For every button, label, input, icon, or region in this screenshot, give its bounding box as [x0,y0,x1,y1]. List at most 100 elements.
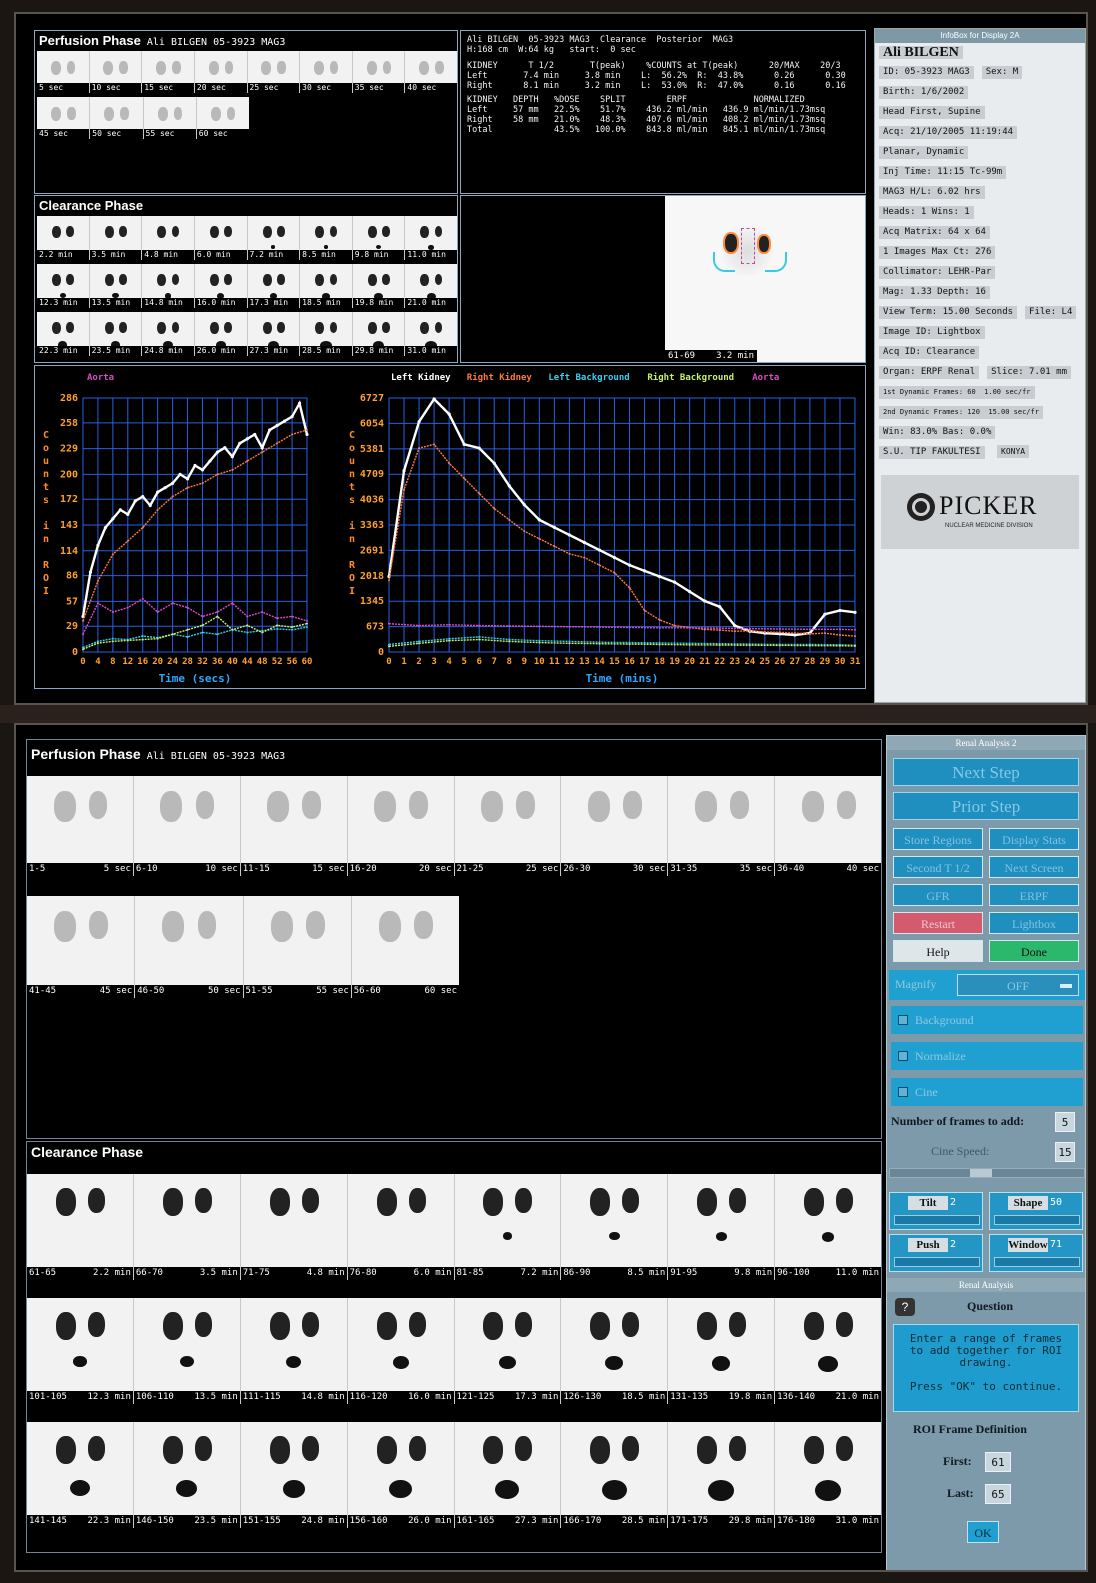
frame-thumbnail[interactable]: 141-145 22.3 min [27,1422,134,1528]
normalize-toggle[interactable]: Normalize [891,1042,1083,1070]
frame-thumbnail[interactable]: 7.2 min [247,216,301,260]
frame-thumbnail[interactable]: 21.0 min [405,264,457,308]
frame-thumbnail[interactable]: 81-85 7.2 min [454,1174,562,1280]
frame-thumbnail[interactable]: 16-20 20 sec [347,776,455,876]
frame-thumbnail[interactable]: 29.8 min [352,312,406,356]
frame-thumbnail[interactable]: 151-155 24.8 min [240,1422,348,1528]
frame-thumbnail[interactable]: 31.0 min [405,312,457,356]
push-control[interactable]: Push 2 [889,1234,983,1272]
frame-thumbnail[interactable]: 2.2 min [37,216,90,260]
frame-thumbnail[interactable]: 116-120 16.0 min [347,1298,455,1404]
restart-button[interactable]: Restart [893,912,983,934]
frame-thumbnail[interactable]: 96-100 11.0 min [775,1174,881,1280]
frame-thumbnail[interactable]: 50 sec [90,97,144,139]
erpf-button[interactable]: ERPF [989,884,1079,906]
frame-thumbnail[interactable]: 56-60 60 sec [351,896,459,998]
frame-thumbnail[interactable]: 12.3 min [37,264,90,308]
display-stats-button[interactable]: Display Stats [989,828,1079,850]
ok-button[interactable]: OK [967,1521,999,1543]
frame-thumbnail[interactable]: 8.5 min [300,216,353,260]
frame-thumbnail[interactable]: 30 sec [300,51,353,93]
frame-thumbnail[interactable]: 6.0 min [194,216,248,260]
frame-thumbnail[interactable]: 76-80 6.0 min [347,1174,455,1280]
right-background-roi[interactable] [765,252,787,272]
frame-thumbnail[interactable]: 136-140 21.0 min [775,1298,881,1404]
frame-thumbnail[interactable]: 19.8 min [352,264,406,308]
frame-thumbnail[interactable]: 60 sec [196,97,249,139]
last-frame-input[interactable]: 65 [985,1484,1011,1504]
frame-thumbnail[interactable]: 11.0 min [405,216,457,260]
right-kidney-roi[interactable] [757,234,771,254]
frame-thumbnail[interactable]: 27.3 min [247,312,301,356]
frame-thumbnail[interactable]: 40 sec [405,51,457,93]
frame-thumbnail[interactable]: 36-40 40 sec [775,776,881,876]
frame-thumbnail[interactable]: 15 sec [142,51,195,93]
frame-thumbnail[interactable]: 55 sec [143,97,197,139]
frame-thumbnail[interactable]: 156-160 26.0 min [347,1422,455,1528]
next-screen-button[interactable]: Next Screen [989,856,1079,878]
frame-thumbnail[interactable]: 51-55 55 sec [243,896,352,998]
frame-thumbnail[interactable]: 28.5 min [300,312,353,356]
frame-thumbnail[interactable]: 61-65 2.2 min [27,1174,134,1280]
frame-thumbnail[interactable]: 23.5 min [89,312,143,356]
shape-control[interactable]: Shape 50 [989,1192,1083,1230]
first-frame-input[interactable]: 61 [985,1452,1011,1472]
help-button[interactable]: Help [893,940,983,962]
tilt-control[interactable]: Tilt 2 [889,1192,983,1230]
frame-thumbnail[interactable]: 71-75 4.8 min [240,1174,348,1280]
frame-thumbnail[interactable]: 111-115 14.8 min [240,1298,348,1404]
frame-thumbnail[interactable]: 171-175 29.8 min [668,1422,776,1528]
frame-thumbnail[interactable]: 166-170 28.5 min [561,1422,669,1528]
window-control[interactable]: Window 71 [989,1234,1083,1272]
frame-thumbnail[interactable]: 45 sec [37,97,91,139]
store-regions-button[interactable]: Store Regions [893,828,983,850]
left-kidney-roi[interactable] [723,232,739,254]
next-step-button[interactable]: Next Step [893,758,1079,786]
frame-thumbnail[interactable]: 17.3 min [247,264,301,308]
done-button[interactable]: Done [989,940,1079,962]
frame-thumbnail[interactable]: 5 sec [37,51,90,93]
cine-speed-scrollbar[interactable] [889,1168,1085,1178]
frame-thumbnail[interactable]: 10 sec [89,51,143,93]
second-t-half-button[interactable]: Second T 1/2 [893,856,983,878]
frame-thumbnail[interactable]: 126-130 18.5 min [561,1298,669,1404]
lightbox-button[interactable]: Lightbox [989,912,1079,934]
left-background-roi[interactable] [713,252,735,272]
frame-thumbnail[interactable]: 6-10 10 sec [133,776,241,876]
scrollbar-thumb[interactable] [970,1169,992,1177]
frame-thumbnail[interactable]: 46-50 50 sec [135,896,244,998]
frame-thumbnail[interactable]: 26.0 min [194,312,248,356]
frame-thumbnail[interactable]: 9.8 min [352,216,406,260]
frame-thumbnail[interactable]: 22.3 min [37,312,90,356]
frame-thumbnail[interactable]: 25 sec [247,51,301,93]
background-toggle[interactable]: Background [891,1006,1083,1034]
frame-thumbnail[interactable]: 11-15 15 sec [240,776,348,876]
shape-slider[interactable] [994,1215,1080,1225]
frame-thumbnail[interactable]: 41-45 45 sec [27,896,136,998]
frame-thumbnail[interactable]: 3.5 min [89,216,143,260]
frame-thumbnail[interactable]: 91-95 9.8 min [668,1174,776,1280]
frame-thumbnail[interactable]: 86-90 8.5 min [561,1174,669,1280]
frame-thumbnail[interactable]: 13.5 min [89,264,143,308]
roi-kidney-image[interactable]: 61-69 3.2 min [665,196,865,362]
frame-thumbnail[interactable]: 20 sec [194,51,248,93]
frame-thumbnail[interactable]: 26-30 30 sec [561,776,669,876]
tilt-slider[interactable] [894,1215,980,1225]
window-slider[interactable] [994,1257,1080,1267]
aorta-roi[interactable] [741,228,755,264]
frame-thumbnail[interactable]: 35 sec [352,51,406,93]
frame-thumbnail[interactable]: 31-35 35 sec [668,776,776,876]
cine-speed-input[interactable]: 15 [1055,1142,1075,1162]
frame-thumbnail[interactable]: 146-150 23.5 min [133,1422,241,1528]
frame-thumbnail[interactable]: 161-165 27.3 min [454,1422,562,1528]
gfr-button[interactable]: GFR [893,884,983,906]
frame-thumbnail[interactable]: 18.5 min [300,264,353,308]
cine-toggle[interactable]: Cine [891,1078,1083,1106]
frame-thumbnail[interactable]: 4.8 min [142,216,195,260]
frame-thumbnail[interactable]: 14.8 min [142,264,195,308]
frame-thumbnail[interactable]: 131-135 19.8 min [668,1298,776,1404]
frame-thumbnail[interactable]: 106-110 13.5 min [133,1298,241,1404]
push-slider[interactable] [894,1257,980,1267]
frame-thumbnail[interactable]: 66-70 3.5 min [133,1174,241,1280]
frame-thumbnail[interactable]: 1-5 5 sec [27,776,134,876]
